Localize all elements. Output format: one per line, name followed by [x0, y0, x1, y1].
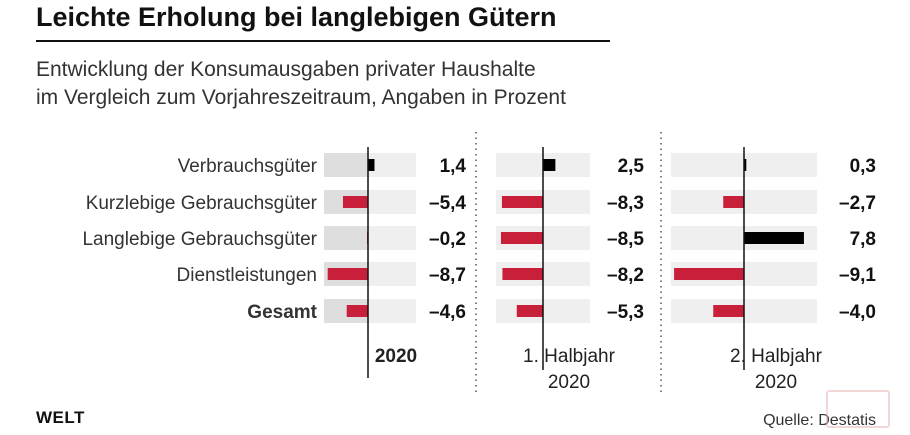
chart-subtitle: Entwicklung der Konsumausgaben privater …	[36, 56, 566, 112]
subtitle-line-1: Entwicklung der Konsumausgaben privater …	[36, 58, 536, 81]
data-label: –8,3	[607, 193, 644, 214]
chart-title: Leichte Erholung bei langlebigen Gütern	[36, 2, 557, 32]
bar	[342, 196, 368, 208]
category-label: Langlebige Gebrauchsgüter	[82, 229, 317, 250]
panel-title: 2020	[548, 372, 590, 393]
bar	[744, 232, 804, 244]
bar	[674, 268, 744, 280]
source-note: Quelle: Destatis	[763, 412, 876, 429]
data-label: –8,7	[429, 265, 466, 286]
bar	[723, 196, 744, 208]
bar-track-shaded	[324, 226, 368, 250]
bar	[327, 268, 368, 280]
bar-track	[368, 190, 416, 214]
bar-track	[368, 226, 416, 250]
data-label: –0,2	[429, 229, 466, 250]
data-label: 1,4	[440, 156, 467, 177]
bar	[516, 305, 543, 317]
data-label: 2,5	[618, 156, 645, 177]
data-label: –8,2	[607, 265, 644, 286]
bar-track	[368, 262, 416, 286]
category-label: Kurzlebige Gebrauchsgüter	[86, 193, 318, 214]
data-label: –8,5	[607, 229, 644, 250]
bar	[502, 268, 543, 280]
bar	[368, 159, 375, 171]
panel-title: 2020	[375, 346, 417, 367]
category-label: Dienstleistungen	[177, 265, 317, 286]
bar-track	[368, 299, 416, 323]
panel-title: 2. Halbjahr	[730, 346, 823, 367]
bar	[501, 196, 543, 208]
bar-track-shaded	[324, 153, 368, 177]
data-label: –2,7	[839, 193, 876, 214]
welt-logo: WELT	[36, 408, 85, 427]
bar	[500, 232, 543, 244]
category-label: Gesamt	[247, 302, 317, 323]
bar	[543, 159, 556, 171]
panel-title: 1. Halbjahr	[523, 346, 616, 367]
data-label: 0,3	[850, 156, 876, 177]
bar	[744, 159, 747, 171]
data-label: 7,8	[850, 229, 876, 250]
title-underline	[36, 40, 610, 42]
data-label: –5,4	[429, 193, 466, 214]
data-label: –9,1	[839, 265, 876, 286]
bar	[713, 305, 744, 317]
category-label: Verbrauchsgüter	[178, 156, 318, 177]
data-label: –5,3	[607, 302, 644, 323]
data-label: –4,0	[839, 302, 876, 323]
bar	[346, 305, 368, 317]
panel-title: 2020	[755, 372, 797, 393]
subtitle-line-2: im Vergleich zum Vorjahreszeitraum, Anga…	[36, 86, 566, 109]
watermark-stamp	[826, 390, 890, 428]
data-label: –4,6	[429, 302, 466, 323]
bar-track	[368, 153, 416, 177]
